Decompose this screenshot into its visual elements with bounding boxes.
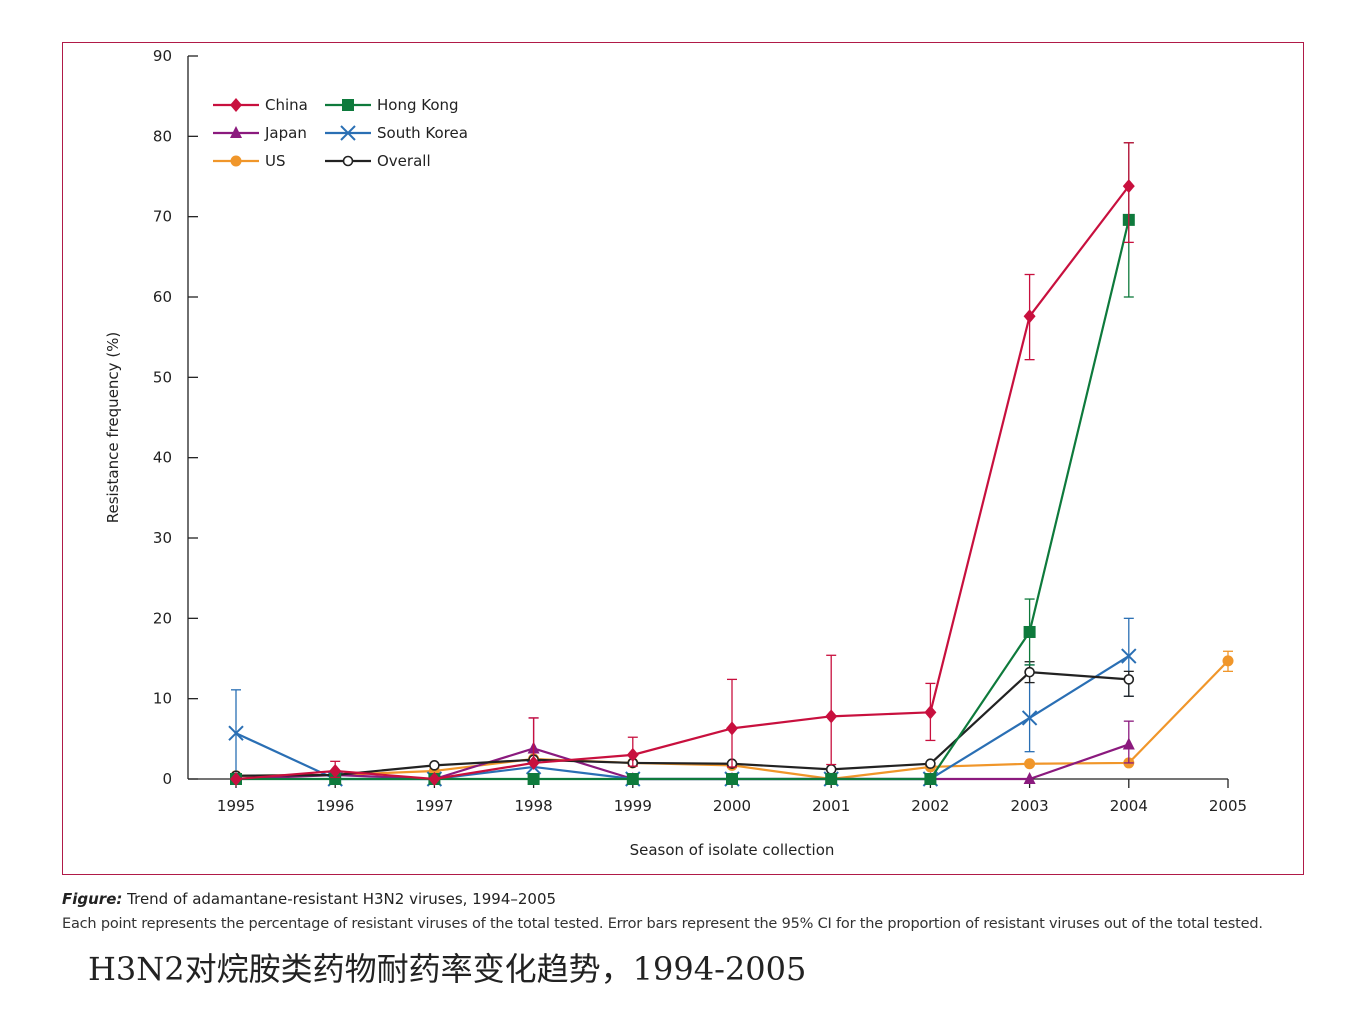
data-point-us [1222, 655, 1234, 667]
y-tick-label: 30 [153, 529, 172, 547]
data-point-hong-kong [924, 773, 937, 785]
y-tick-label: 0 [162, 770, 172, 788]
data-point-hong-kong [626, 773, 639, 785]
x-tick-label: 1998 [515, 797, 553, 815]
legend-label-south-korea: South Korea [377, 124, 468, 142]
data-point-hong-kong [1023, 625, 1036, 638]
y-tick-label: 90 [153, 47, 172, 65]
series-south-korea [228, 617, 1137, 787]
x-tick-label: 1996 [316, 797, 354, 815]
legend-label-japan: Japan [264, 124, 307, 142]
data-point-overall [825, 764, 837, 775]
series-line-hong-kong [236, 219, 1130, 781]
legend-item-china: China [213, 96, 308, 114]
data-point-china [1122, 179, 1135, 194]
x-axis-label: Season of isolate collection [630, 841, 835, 859]
x-tick-label: 1997 [415, 797, 453, 815]
legend-label-china: China [265, 96, 308, 114]
x-tick-label: 2001 [812, 797, 850, 815]
marker-stroke [228, 725, 244, 741]
chinese-title: H3N2对烷胺类药物耐药率变化趋势，1994-2005 [88, 950, 807, 988]
data-point-china [329, 763, 342, 778]
y-tick-label: 10 [153, 690, 172, 708]
legend-marker-us [230, 155, 242, 167]
data-point-china [924, 705, 937, 720]
data-point-japan [1122, 737, 1135, 750]
figure-prefix: Figure: [62, 890, 123, 908]
x-tick-label: 2004 [1110, 797, 1148, 815]
legend-marker-japan [230, 126, 242, 138]
legend-item-south-korea: South Korea [325, 124, 468, 142]
y-tick-label: 50 [153, 368, 172, 386]
y-axis-label: Resistance frequency (%) [104, 332, 122, 524]
legend-item-us: US [213, 152, 286, 170]
resistance-trend-chart: 0 10 20 30 40 50 60 70 80 90 1995 1996 1997 1998 1999 2… [104, 47, 1247, 859]
series-line-overall [235, 671, 1129, 777]
y-tick-label: 60 [153, 288, 172, 306]
data-point-south-korea [1121, 648, 1137, 664]
data-point-overall [429, 760, 440, 771]
data-point-overall [1024, 666, 1035, 678]
series-line-china [235, 185, 1130, 781]
data-point-china [825, 709, 838, 724]
x-tick-label: 2002 [911, 797, 949, 815]
data-point-south-korea [228, 725, 244, 741]
figure-caption-body: Each point represents the percentage of … [62, 916, 1263, 932]
data-point-china [726, 721, 738, 736]
data-point-us [1024, 758, 1036, 770]
legend-marker-south-korea [340, 125, 356, 141]
series-line-south-korea [235, 655, 1130, 781]
data-point-hong-kong [726, 773, 738, 785]
data-point-china [428, 772, 441, 786]
marker-stroke [1021, 710, 1038, 726]
data-point-overall [925, 758, 936, 770]
marker-stroke [1121, 648, 1137, 664]
axes: 0 10 20 30 40 50 60 70 80 90 1995 1996 1997 1998 1999 2… [104, 47, 1247, 859]
data-point-hong-kong [825, 773, 838, 785]
data-point-china [527, 755, 540, 770]
data-point-hong-kong [329, 773, 342, 785]
legend-label-overall: Overall [377, 152, 431, 170]
series-hong-kong [230, 142, 1135, 785]
y-tick-label: 80 [153, 127, 172, 145]
legend: China Hong Kong Japan South Korea US Overall [213, 96, 468, 170]
x-tick-label: 1995 [217, 797, 255, 815]
series-china [230, 142, 1135, 786]
legend-marker-overall [342, 155, 354, 167]
x-tick-label: 2000 [713, 797, 751, 815]
data-point-south-korea [1021, 710, 1038, 726]
legend-label-hong-kong: Hong Kong [377, 96, 459, 114]
x-tick-label: 2005 [1209, 797, 1247, 815]
marker-stroke [340, 125, 356, 141]
legend-marker-china [230, 98, 242, 112]
legend-label-us: US [265, 152, 286, 170]
data-point-hong-kong [527, 773, 540, 785]
data-point-overall [1123, 674, 1135, 685]
data-point-china [230, 772, 242, 786]
y-tick-label: 20 [153, 609, 172, 627]
y-tick-label: 40 [153, 449, 172, 467]
legend-item-overall: Overall [325, 152, 431, 170]
x-tick-label: 2003 [1011, 797, 1049, 815]
data-point-china [1023, 309, 1036, 324]
chart-frame: 0 10 20 30 40 50 60 70 80 90 1995 1996 1997 1998 1999 2… [62, 42, 1304, 875]
legend-item-japan: Japan [213, 124, 307, 142]
legend-item-hong-kong: Hong Kong [325, 96, 459, 114]
x-tick-label: 1999 [614, 797, 652, 815]
data-point-japan [1023, 772, 1036, 784]
legend-marker-hong-kong [342, 99, 354, 111]
figure-caption-title: Figure: Trend of adamantane-resistant H3… [62, 890, 556, 908]
series-layer [228, 142, 1234, 787]
y-tick-label: 70 [153, 208, 172, 226]
figure-title: Trend of adamantane-resistant H3N2 virus… [122, 890, 557, 908]
data-point-china [626, 747, 639, 762]
